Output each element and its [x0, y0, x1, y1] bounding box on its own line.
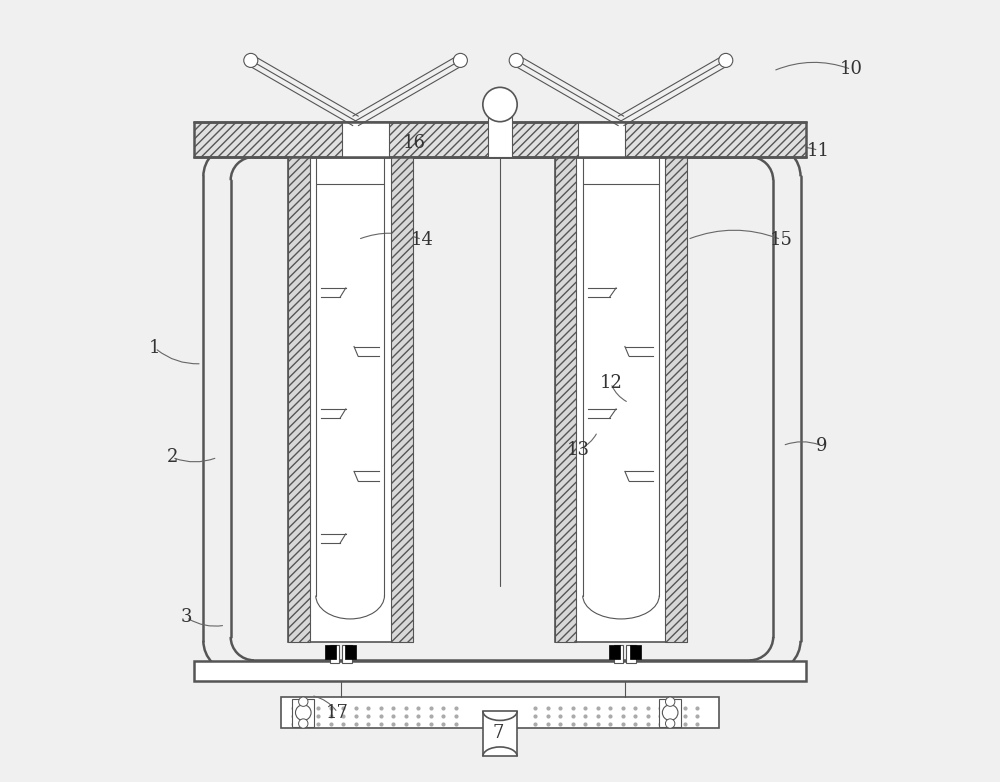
Bar [288, 157, 413, 642]
Circle shape [509, 53, 523, 67]
Circle shape [665, 697, 675, 706]
Text: 11: 11 [807, 142, 830, 160]
Bar [578, 122, 625, 157]
Text: 9: 9 [816, 436, 827, 454]
Circle shape [244, 53, 258, 67]
Bar [330, 645, 339, 662]
Circle shape [299, 719, 308, 728]
Bar [614, 645, 623, 662]
Text: 3: 3 [180, 608, 192, 626]
Text: 12: 12 [599, 375, 622, 393]
Circle shape [665, 719, 675, 728]
Bar [342, 645, 352, 662]
Bar [194, 661, 806, 681]
Bar [288, 157, 310, 642]
Text: 17: 17 [326, 704, 349, 722]
Bar [325, 644, 336, 658]
Bar [630, 644, 641, 658]
Text: 14: 14 [411, 231, 433, 249]
Bar [659, 698, 681, 726]
Text: 13: 13 [567, 440, 590, 458]
Bar [555, 157, 687, 642]
Text: 7: 7 [493, 724, 504, 742]
Bar [488, 110, 512, 157]
Circle shape [662, 705, 678, 720]
Bar [292, 698, 314, 726]
Circle shape [299, 697, 308, 706]
Text: 10: 10 [840, 60, 863, 78]
Bar [626, 645, 636, 662]
Bar [281, 697, 719, 728]
Bar [342, 122, 389, 157]
Bar [483, 711, 517, 756]
Circle shape [453, 53, 467, 67]
Bar [609, 644, 620, 658]
Text: 16: 16 [403, 134, 426, 152]
Text: 15: 15 [770, 231, 792, 249]
Circle shape [719, 53, 733, 67]
Circle shape [295, 705, 311, 720]
Text: 2: 2 [166, 448, 178, 466]
Bar [555, 157, 576, 642]
Text: 1: 1 [149, 339, 161, 357]
Bar [345, 644, 356, 658]
Circle shape [483, 88, 517, 122]
Bar [194, 122, 806, 157]
Bar [665, 157, 687, 642]
Bar [391, 157, 413, 642]
